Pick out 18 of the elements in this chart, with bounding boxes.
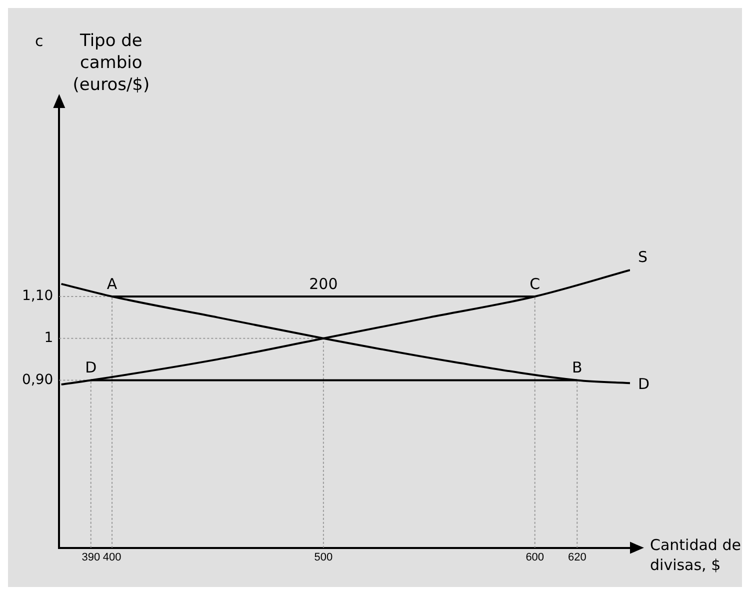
x-tick-label: 620 xyxy=(568,551,586,564)
x-tick-label: 400 xyxy=(102,551,122,564)
x-tick-label: 390 xyxy=(82,551,100,564)
series-label: S xyxy=(638,248,648,266)
annotation: A xyxy=(106,274,118,293)
x-axis-title: Cantidad de divisas, $ xyxy=(650,536,741,574)
y-tick-label: 1,10 xyxy=(22,288,54,304)
y-axis-title: Tipo de cambio (euros/$) xyxy=(72,31,150,95)
x-tick-label: 500 xyxy=(314,551,333,564)
annotation: D xyxy=(85,358,97,377)
y-tick-label: 0,90 xyxy=(22,372,54,388)
annotation: B xyxy=(572,358,582,377)
y-tick-label: 1 xyxy=(44,330,54,346)
x-tick-label: 600 xyxy=(526,551,544,564)
text: c xyxy=(35,32,44,50)
annotation: 200 xyxy=(309,274,338,293)
series-label: D xyxy=(638,375,650,394)
annotation: C xyxy=(530,274,540,293)
